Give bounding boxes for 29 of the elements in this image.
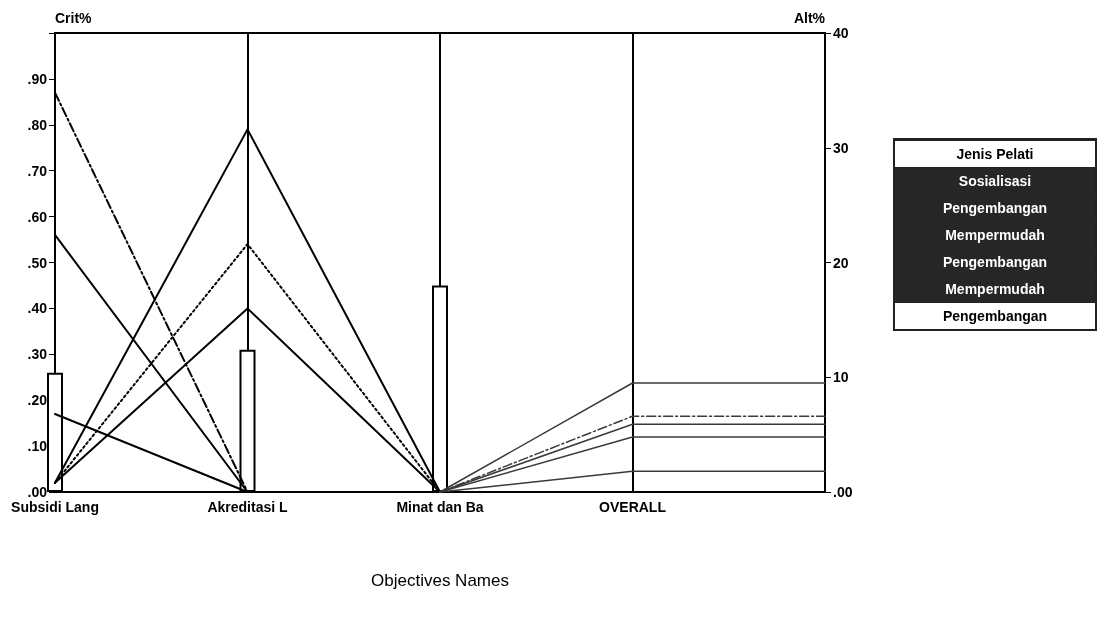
x-tick-label: Minat dan Ba <box>396 499 484 515</box>
y-axis-title: Crit% <box>55 10 93 26</box>
y-tick-label: .20 <box>27 392 48 409</box>
y2-tick-label: 10 <box>833 369 849 386</box>
x-tick-label: OVERALL <box>599 499 667 515</box>
text: Sosialisasi <box>895 167 1095 194</box>
y-tick-label: .30 <box>27 346 48 363</box>
y-tick-label: .90 <box>27 70 48 87</box>
text: Jenis Pelati <box>895 140 1095 167</box>
x-axis-title: Objectives Names <box>371 571 509 590</box>
y-tick-label: .00 <box>27 484 48 500</box>
x-tick-label: Subsidi Lang <box>11 499 99 515</box>
y-tick-label: .60 <box>27 208 48 225</box>
y2-axis-title: Alt% <box>793 10 826 26</box>
text: Pengembangan <box>895 248 1095 275</box>
y2-tick-label: .00 <box>833 484 853 500</box>
y-tick-label: .70 <box>27 162 48 179</box>
y2-tick-label: 30 <box>833 139 849 156</box>
text: Pengembangan <box>895 194 1095 221</box>
y-tick-label: .40 <box>27 300 48 317</box>
y2-tick-label: 20 <box>833 254 849 271</box>
y-tick-label: .80 <box>27 116 48 133</box>
x-tick-label: Akreditasi L <box>207 499 289 515</box>
text: Pengembangan <box>895 302 1095 329</box>
text: Mempermudah <box>895 221 1095 248</box>
text: Mempermudah <box>895 275 1095 302</box>
y2-tick-label: 40 <box>833 25 849 41</box>
y-tick-label: .50 <box>27 254 48 271</box>
y-tick-label: .10 <box>27 438 48 455</box>
